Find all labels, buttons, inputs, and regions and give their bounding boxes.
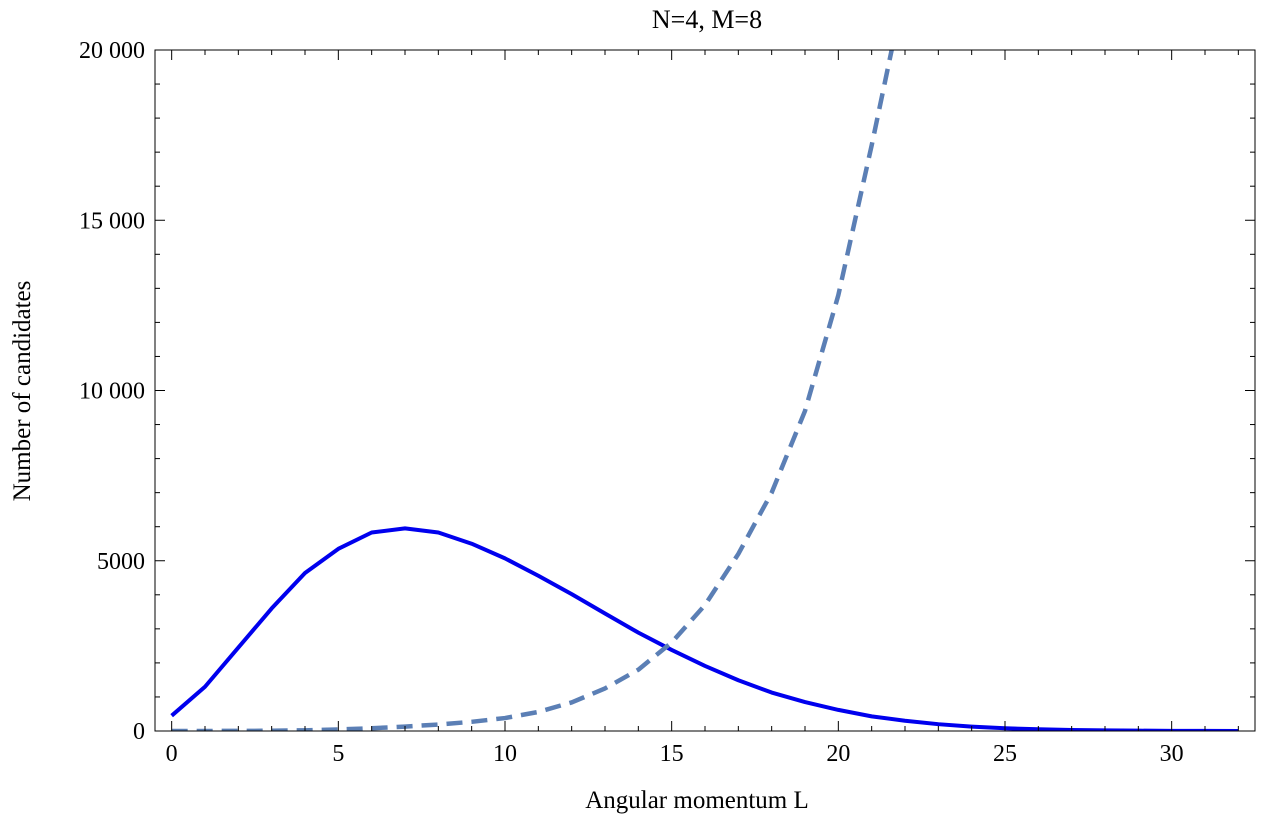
series-line-dashed	[171, 50, 894, 731]
x-tick-label: 10	[493, 741, 517, 767]
x-tick-label: 30	[1160, 741, 1184, 767]
x-tick-label: 25	[993, 741, 1017, 767]
x-tick-label: 0	[166, 741, 178, 767]
series-layer	[170, 50, 1239, 731]
y-tick-label: 0	[133, 719, 145, 745]
plot-frame	[154, 49, 1256, 732]
y-tick-label: 10 000	[79, 379, 145, 405]
y-tick-label: 5000	[97, 549, 145, 575]
x-axis-title: Angular momentum L	[585, 787, 809, 814]
x-tick-label: 5	[332, 741, 344, 767]
x-tick-label: 15	[660, 741, 684, 767]
tick-layer: 0 5 10 15 20 25 30 0 5000 10 000 15 000 20 000	[79, 38, 1255, 767]
y-tick-label: 20 000	[79, 38, 145, 64]
x-tick-label: 20	[826, 741, 850, 767]
chart-title: N=4, M=8	[652, 5, 762, 34]
y-tick-label: 15 000	[79, 208, 145, 234]
series-line-solid	[170, 526, 1239, 731]
y-axis-title: Number of candidates	[9, 281, 36, 502]
